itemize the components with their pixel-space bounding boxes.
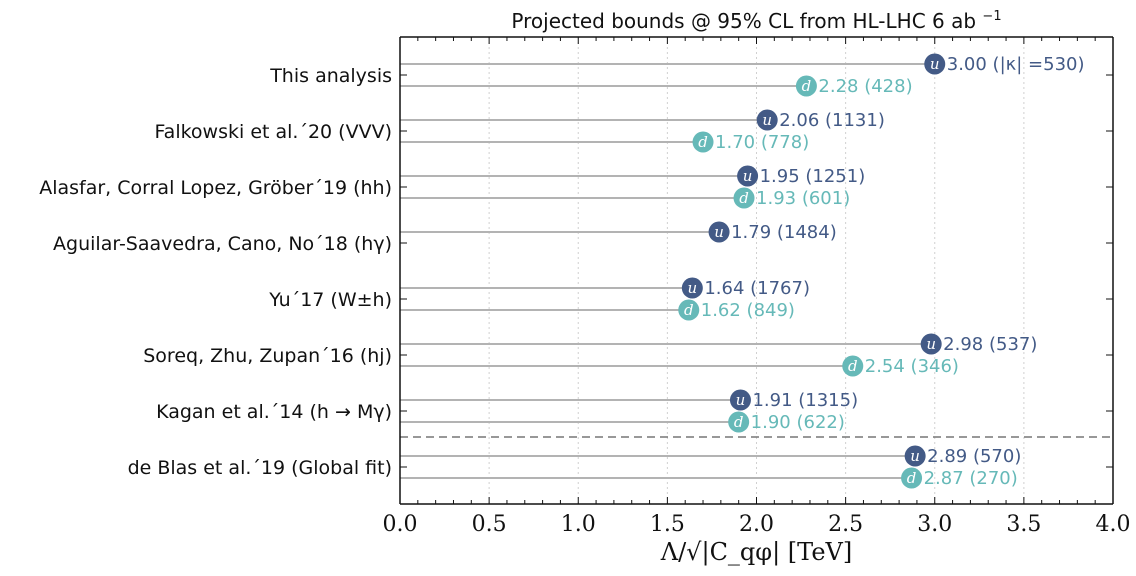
chart-title: Projected bounds @ 95% CL from HL-LHC 6 … [511, 9, 1001, 33]
value-label: 1.62 (849) [701, 300, 795, 321]
row-label: Soreq, Zhu, Zupan´16 (hj) [143, 345, 392, 367]
x-tick-label: 0.5 [472, 512, 507, 537]
marker-letter: u [687, 279, 697, 297]
value-label: 1.90 (622) [751, 412, 845, 433]
value-label: 2.28 (428) [818, 76, 912, 97]
value-label: 1.70 (778) [715, 132, 809, 153]
marker-letter: u [926, 335, 936, 353]
value-label: 2.06 (1131) [779, 110, 885, 131]
x-tick-label: 3.5 [1006, 512, 1041, 537]
marker-u [729, 389, 751, 411]
marker-letter: d [734, 413, 744, 431]
marker-letter: d [802, 77, 812, 95]
value-label: 1.95 (1251) [760, 166, 866, 187]
marker-letter: u [736, 391, 746, 409]
x-tick-label: 2.0 [739, 512, 774, 537]
x-axis-label: Λ/√|C_qφ| [TeV] [660, 538, 852, 567]
marker-u [924, 53, 946, 75]
x-tick-label: 0.0 [383, 512, 418, 537]
marker-d [678, 299, 700, 321]
row-label: de Blas et al.´19 (Global fit) [128, 457, 392, 479]
value-label: 2.87 (270) [924, 468, 1018, 489]
marker-d [842, 355, 864, 377]
value-label: 1.64 (1767) [704, 278, 810, 299]
value-label: 1.93 (601) [756, 188, 850, 209]
row-label: Aguilar-Saavedra, Cano, No´18 (hγ) [53, 233, 392, 255]
marker-u [681, 277, 703, 299]
value-label: 2.89 (570) [927, 446, 1021, 467]
marker-letter: u [762, 111, 772, 129]
x-tick-label: 4.0 [1096, 512, 1131, 537]
marker-letter: d [848, 357, 858, 375]
marker-u [756, 109, 778, 131]
marker-u [904, 445, 926, 467]
marker-letter: d [907, 469, 917, 487]
x-tick-label: 3.0 [917, 512, 952, 537]
marker-letter: u [714, 223, 724, 241]
value-label: 2.54 (346) [865, 356, 959, 377]
value-label: 1.91 (1315) [752, 390, 858, 411]
marker-u [920, 333, 942, 355]
x-tick-label: 2.5 [828, 512, 863, 537]
marker-letter: d [684, 301, 694, 319]
row-label: Alasfar, Corral Lopez, Gröber´19 (hh) [39, 177, 392, 199]
marker-letter: u [930, 55, 940, 73]
marker-letter: d [698, 133, 708, 151]
row-label: Kagan et al.´14 (h → Mγ) [156, 401, 392, 423]
marker-d [901, 467, 923, 489]
row-label: This analysis [269, 65, 392, 87]
marker-d [728, 411, 750, 433]
marker-u [737, 165, 759, 187]
row-label: Yu´17 (W±h) [268, 289, 392, 311]
marker-letter: u [743, 167, 753, 185]
value-label: 3.00 (|κ| =530) [947, 54, 1085, 75]
x-tick-label: 1.0 [561, 512, 596, 537]
marker-d [692, 131, 714, 153]
value-label: 1.79 (1484) [731, 222, 837, 243]
x-tick-label: 1.5 [650, 512, 685, 537]
value-label: 2.98 (537) [943, 334, 1037, 355]
marker-u [708, 221, 730, 243]
row-label: Falkowski et al.´20 (VVV) [155, 121, 393, 143]
marker-letter: d [739, 189, 749, 207]
chart-title-superscript: −1 [982, 9, 1001, 24]
marker-letter: u [910, 447, 920, 465]
marker-d [795, 75, 817, 97]
marker-d [733, 187, 755, 209]
